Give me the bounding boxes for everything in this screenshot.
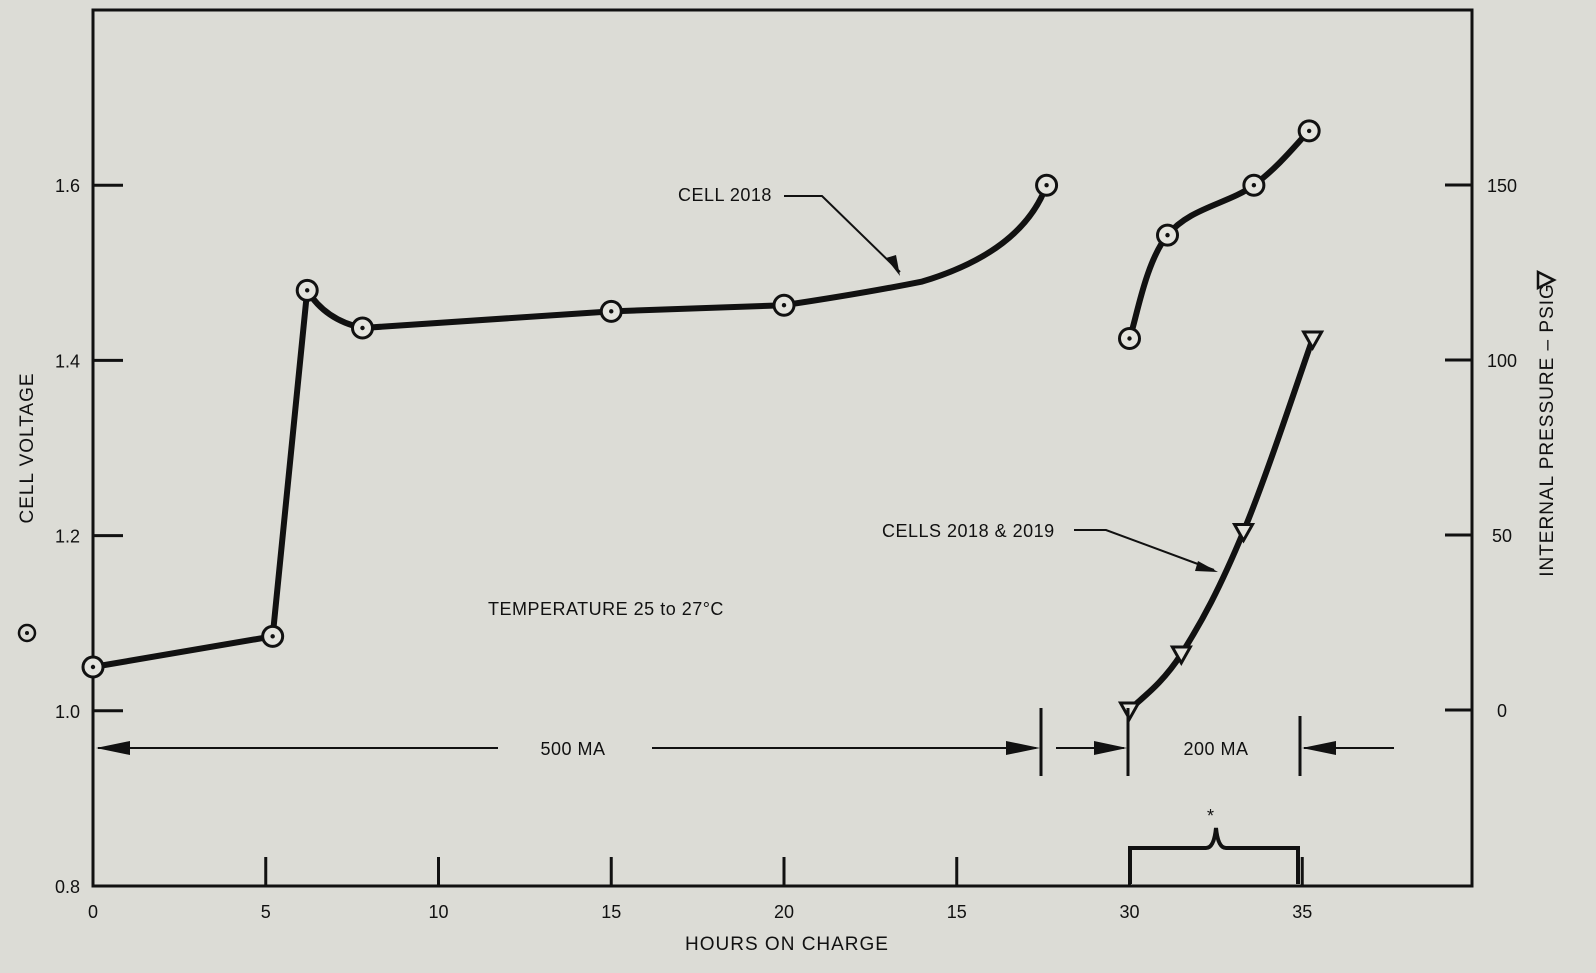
y2-tick-label-3: 150: [1487, 176, 1517, 196]
axes: 0 5 10 15 20 15 30 35 0.8 1.0 1.2 1.4 1.6 0 50 100 150: [55, 176, 1517, 922]
x-tick-label-4: 20: [774, 902, 794, 922]
series: [81, 119, 1325, 723]
range-200-left-arrowhead: [1094, 741, 1127, 755]
x-tick-label-7: 35: [1292, 902, 1312, 922]
y-tick-label-4: 1.6: [55, 176, 80, 196]
range-200-label: 200 MA: [1183, 739, 1248, 759]
series-1-point-dot-3: [1306, 128, 1312, 134]
x-tick-label-2: 10: [428, 902, 448, 922]
annotations: CELL 2018 CELLS 2018 & 2019 TEMPERATURE …: [96, 185, 1394, 884]
annotation-cell-2018: CELL 2018: [678, 185, 772, 205]
y2-tick-label-1: 50: [1492, 526, 1512, 546]
series-1-point-dot-1: [1165, 232, 1170, 238]
y2-axis-title-group: INTERNAL PRESSURE – PSIG: [1537, 283, 1558, 577]
x-tick-label-5: 15: [947, 902, 967, 922]
range-200-right-arrowhead: [1302, 741, 1336, 755]
footnote-mark: *: [1207, 806, 1215, 826]
x-tick-label-0: 0: [88, 902, 98, 922]
series-0-point-dot-3: [360, 325, 365, 331]
series-0-point-dot-1: [270, 634, 275, 639]
series-2-point-1: [1169, 645, 1193, 667]
series-line-0: [90, 182, 1050, 670]
leader-cells-2018-2019-arrowhead: [1195, 561, 1218, 572]
y-tick-label-3: 1.4: [55, 351, 80, 371]
series-line-1: [1126, 127, 1313, 342]
range-500-right-arrowhead: [1006, 741, 1040, 755]
voltage-marker-legend: [17, 623, 37, 643]
series-2-point-2: [1231, 523, 1256, 544]
y-axis-title: CELL VOLTAGE: [17, 372, 38, 523]
y-tick-label-2: 1.2: [55, 527, 80, 547]
series-1-point-dot-2: [1251, 183, 1257, 188]
x-axis-title: HOURS ON CHARGE: [685, 934, 889, 955]
series-0-point-dot-4: [609, 309, 614, 314]
range-500-label: 500 MA: [540, 739, 605, 759]
y2-tick-label-2: 100: [1487, 351, 1517, 371]
y2-tick-label-0: 0: [1497, 701, 1507, 721]
y-tick-label-1: 1.0: [55, 702, 80, 722]
annotation-cells-2018-2019: CELLS 2018 & 2019: [882, 521, 1055, 541]
series-line-2: [1126, 336, 1316, 713]
pressure-marker-legend: [1536, 269, 1557, 291]
series-2-point-3: [1301, 330, 1325, 352]
x-tick-label-1: 5: [261, 902, 271, 922]
series-0-point-dot-2: [305, 288, 310, 293]
leader-cell-2018: [784, 195, 901, 273]
leader-cell-2018-arrowhead: [886, 255, 900, 276]
annotation-temperature: TEMPERATURE 25 to 27°C: [488, 599, 724, 619]
plot-frame: [91, 8, 1474, 888]
series-1-point-dot-0: [1127, 336, 1132, 341]
x-tick-label-3: 15: [601, 902, 621, 922]
leader-cells-2018-2019: [1074, 529, 1215, 571]
y-tick-label-0: 0.8: [55, 877, 80, 897]
range-500-left-arrowhead: [96, 741, 130, 755]
bracket-30-35: [1128, 827, 1300, 884]
x-tick-label-6: 30: [1119, 902, 1139, 922]
series-0-point-dot-6: [1044, 183, 1049, 188]
series-0-point-dot-0: [90, 664, 96, 670]
series-0-point-dot-5: [781, 303, 787, 308]
y-axis-title-group: CELL VOLTAGE: [17, 372, 38, 523]
y2-axis-title: INTERNAL PRESSURE – PSIG: [1537, 283, 1558, 577]
